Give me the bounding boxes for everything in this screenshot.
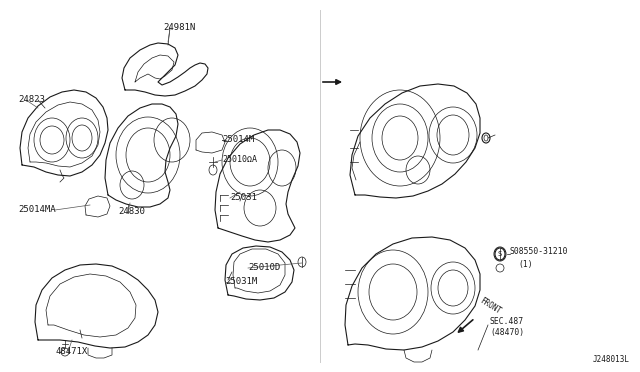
- Text: 25010ΩA: 25010ΩA: [222, 155, 257, 164]
- Text: 25014M: 25014M: [222, 135, 254, 144]
- Text: 25031: 25031: [230, 193, 257, 202]
- Text: SEC.487: SEC.487: [490, 317, 524, 327]
- Text: 48471X: 48471X: [55, 347, 87, 356]
- Text: 25031M: 25031M: [225, 278, 257, 286]
- Text: S08550-31210: S08550-31210: [510, 247, 568, 257]
- Text: 24830: 24830: [118, 208, 145, 217]
- Text: FRONT: FRONT: [478, 296, 502, 316]
- Text: S: S: [498, 251, 502, 257]
- Text: (48470): (48470): [490, 328, 524, 337]
- Text: (1): (1): [518, 260, 532, 269]
- Text: 25010D: 25010D: [248, 263, 280, 273]
- Text: 24823: 24823: [18, 96, 45, 105]
- Text: 24981N: 24981N: [163, 23, 195, 32]
- Text: 25014MA: 25014MA: [18, 205, 56, 215]
- Text: J248013L: J248013L: [593, 356, 630, 365]
